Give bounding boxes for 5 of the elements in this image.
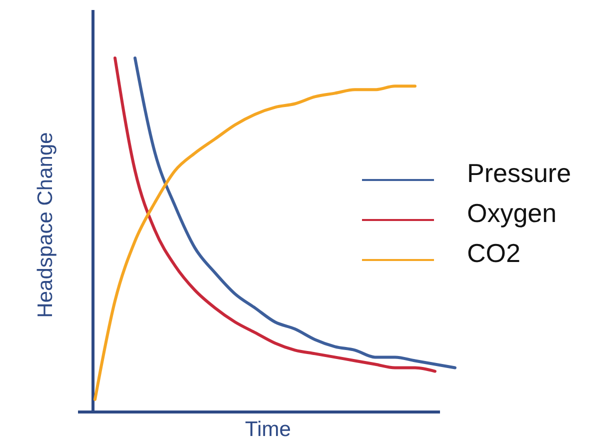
legend-label: Oxygen [467, 198, 557, 228]
x-axis-title: Time [245, 418, 291, 441]
legend-label: Pressure [467, 158, 572, 188]
legend-label: CO2 [467, 238, 520, 268]
y-axis-title: Headspace Change [34, 132, 57, 318]
